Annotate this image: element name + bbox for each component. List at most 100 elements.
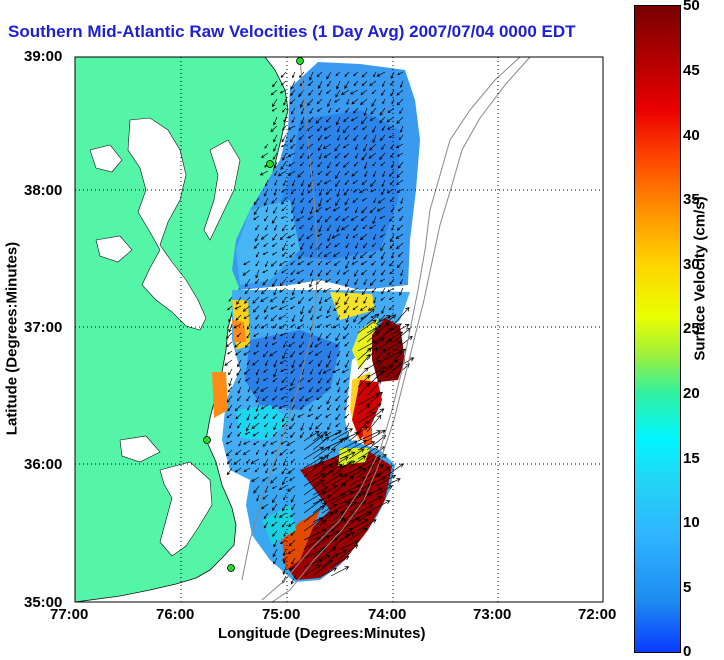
velocity-arrow: [256, 494, 260, 502]
velocity-arrow: [308, 116, 314, 123]
velocity-arrow: [357, 519, 377, 532]
velocity-arrow: [344, 170, 350, 176]
velocity-arrow: [372, 269, 377, 276]
velocity-arrow: [335, 422, 341, 428]
velocity-arrow: [298, 125, 305, 131]
velocity-arrow: [339, 476, 355, 487]
velocity-arrow: [379, 233, 386, 238]
velocity-arrow: [279, 359, 287, 364]
velocity-arrow: [399, 80, 404, 88]
velocity-arrow: [322, 143, 332, 149]
velocity-arrow: [369, 116, 377, 121]
velocity-arrow: [325, 332, 332, 339]
velocity-arrow: [225, 341, 233, 348]
velocity-arrow: [348, 455, 367, 469]
velocity-arrow: [303, 558, 323, 568]
velocity-arrow: [308, 359, 314, 365]
velocity-arrow: [396, 188, 404, 193]
velocity-arrow: [379, 215, 386, 219]
velocity-arrow: [308, 197, 314, 203]
velocity-arrow: [273, 332, 278, 341]
velocity-arrow: [298, 251, 305, 260]
velocity-arrow: [312, 528, 335, 541]
velocity-arrow: [315, 206, 323, 213]
colorbar-tick: 15: [683, 450, 700, 467]
velocity-arrow: [366, 313, 380, 325]
velocity-arrow: [270, 260, 278, 267]
velocity-arrow: [353, 125, 359, 131]
velocity-arrow: [318, 224, 323, 233]
velocity-arrow: [235, 449, 242, 456]
velocity-arrow: [376, 206, 386, 212]
velocity-arrow: [289, 296, 296, 300]
inland-water: [89, 117, 241, 557]
velocity-arrow: [355, 242, 359, 249]
velocity-arrow: [344, 179, 350, 186]
velocity-arrow: [319, 305, 323, 312]
velocity-arrow: [282, 548, 287, 557]
velocity-arrow: [361, 152, 368, 161]
velocity-arrow: [312, 454, 329, 469]
velocity-arrow: [316, 233, 323, 237]
velocity-arrow: [292, 332, 296, 339]
velocity-arrow: [330, 491, 354, 505]
velocity-arrow: [388, 170, 395, 177]
velocity-arrow: [366, 331, 379, 343]
velocity-arrow: [234, 404, 242, 412]
velocity-arrow: [326, 80, 332, 87]
velocity-arrow: [316, 386, 323, 393]
velocity-arrow: [387, 125, 395, 130]
velocity-arrow: [317, 404, 323, 410]
velocity-arrow: [273, 422, 278, 431]
velocity-arrow: [366, 454, 388, 469]
velocity-arrow: [379, 134, 386, 142]
velocity-arrow: [361, 71, 368, 78]
velocity-arrow: [279, 278, 287, 287]
velocity-arrow: [243, 368, 251, 375]
velocity-arrow: [343, 377, 350, 383]
velocity-arrow: [381, 269, 386, 276]
velocity-arrow: [344, 287, 350, 297]
velocity-arrow: [366, 403, 382, 415]
velocity-arrow: [234, 305, 242, 310]
velocity-arrow: [300, 242, 305, 251]
velocity-arrow: [297, 278, 305, 285]
velocity-arrow: [298, 386, 305, 390]
velocity-arrow: [395, 143, 404, 148]
velocity-arrow: [348, 439, 368, 451]
velocity-arrow: [280, 71, 287, 78]
velocity-arrow: [351, 170, 359, 177]
velocity-arrow: [333, 305, 341, 312]
velocity-arrow: [339, 540, 359, 550]
velocity-arrow: [332, 368, 341, 373]
velocity-arrow: [317, 161, 323, 168]
velocity-arrow: [298, 233, 305, 242]
velocity-arrow: [289, 449, 296, 454]
velocity-arrow: [259, 170, 269, 176]
velocity-arrow: [289, 98, 296, 105]
colorbar-tick: 5: [683, 579, 692, 596]
velocity-arrow: [243, 449, 251, 456]
velocity-arrow: [357, 340, 377, 352]
velocity-arrow: [291, 206, 296, 214]
velocity-arrow: [337, 134, 341, 141]
lon-tick: 77:00: [50, 606, 89, 623]
lon-tick: 76:00: [156, 606, 195, 623]
velocity-arrow: [326, 404, 332, 411]
velocity-arrow: [254, 278, 260, 284]
velocity-arrow: [343, 404, 350, 411]
velocity-arrow: [273, 287, 278, 296]
velocity-arrow: [369, 143, 377, 151]
velocity-arrow: [269, 350, 278, 357]
velocity-arrow: [312, 486, 329, 496]
velocity-arrow: [297, 296, 305, 305]
station-marker: [266, 160, 274, 168]
velocity-arrow: [344, 296, 350, 306]
colorbar-tick: 25: [683, 320, 700, 337]
velocity-arrow: [342, 125, 350, 134]
velocity-arrow: [336, 269, 341, 276]
velocity-arrow: [344, 323, 350, 331]
velocity-arrow: [303, 435, 324, 451]
velocity-arrow: [252, 359, 260, 366]
velocity-arrow: [290, 494, 296, 503]
